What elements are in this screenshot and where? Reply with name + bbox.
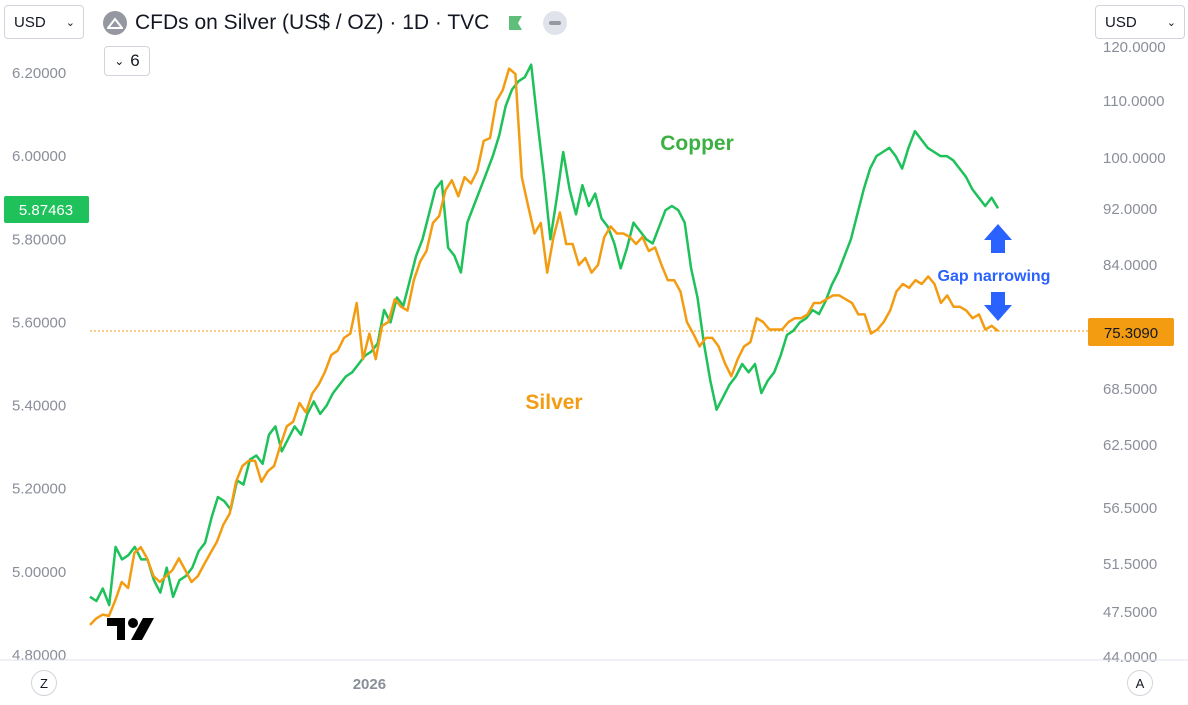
right-axis-tick-label: 92.0000 (1103, 201, 1157, 218)
chevron-down-icon: ⌄ (65, 16, 75, 29)
right-axis-tick-label: 62.5000 (1103, 437, 1157, 454)
indicators-count: 6 (130, 51, 140, 70)
currency-select-right[interactable]: USD ⌄ (1095, 5, 1185, 39)
hide-series-icon[interactable] (543, 11, 568, 35)
right-axis-tick-label: 56.5000 (1103, 500, 1157, 517)
left-axis-tick-label: 5.00000 (12, 564, 66, 581)
time-axis-tick-label: 2026 (353, 676, 386, 693)
copper-label: Copper (660, 132, 734, 155)
zoom-axis-label: Z (40, 675, 48, 691)
left-axis-tick-label: 5.40000 (12, 398, 66, 415)
right-axis-tick-label: 110.0000 (1103, 93, 1164, 110)
right-current-value-badge (1088, 318, 1174, 346)
zoom-axis-button[interactable]: Z (31, 670, 57, 696)
symbol-logo-icon (103, 11, 127, 35)
time-axis: 2026 (353, 676, 386, 693)
currency-label-left: USD (14, 13, 46, 31)
symbol-title: CFDs on Silver (US$ / OZ) · 1D · TVC (135, 11, 490, 34)
silver-series-line (89, 67, 999, 626)
silver-label: Silver (525, 391, 582, 414)
auto-scale-label: A (1135, 675, 1145, 691)
right-axis-tick-label: 68.5000 (1103, 381, 1157, 398)
right-axis-tick-label: 44.0000 (1103, 649, 1157, 666)
currency-label-right: USD (1105, 13, 1137, 31)
chevron-down-icon: ⌄ (1166, 16, 1176, 29)
currency-select-left[interactable]: USD ⌄ (4, 5, 84, 39)
up-arrow-icon (984, 224, 1012, 253)
chevron-down-icon: ⌄ (114, 54, 125, 68)
copper-series-line (89, 63, 1000, 607)
down-arrow-icon (984, 292, 1012, 321)
left-price-axis: 6.20000 6.00000 5.80000 5.60000 5.40000 5.200… (12, 65, 66, 664)
flag-icon[interactable] (507, 15, 523, 31)
left-axis-tick-label: 5.80000 (12, 231, 66, 248)
left-axis-tick-label: 6.00000 (12, 148, 66, 165)
indicators-toggle-button[interactable]: ⌄ 6 (104, 46, 150, 76)
tradingview-logo-icon (107, 618, 154, 640)
gap-narrowing-label: Gap narrowing (938, 268, 1051, 285)
left-axis-tick-label: 4.80000 (12, 647, 66, 664)
right-price-axis: 120.0000 110.0000 100.0000 92.0000 84.0000 68… (1103, 39, 1166, 666)
right-axis-tick-label: 51.5000 (1103, 556, 1157, 573)
right-axis-tick-label: 120.0000 (1103, 39, 1166, 56)
right-current-value: 75.3090 (1104, 325, 1158, 342)
left-axis-tick-label: 6.20000 (12, 65, 66, 82)
right-axis-tick-label: 47.5000 (1103, 604, 1157, 621)
left-current-value-badge (4, 196, 89, 223)
right-axis-tick-label: 84.0000 (1103, 257, 1157, 274)
left-axis-tick-label: 5.60000 (12, 314, 66, 331)
right-axis-tick-label: 100.0000 (1103, 150, 1166, 167)
auto-scale-button[interactable]: A (1127, 670, 1153, 696)
left-current-value: 5.87463 (19, 202, 73, 219)
left-axis-tick-label: 5.20000 (12, 481, 66, 498)
symbol-legend[interactable]: CFDs on Silver (US$ / OZ) · 1D · TVC (103, 8, 568, 38)
